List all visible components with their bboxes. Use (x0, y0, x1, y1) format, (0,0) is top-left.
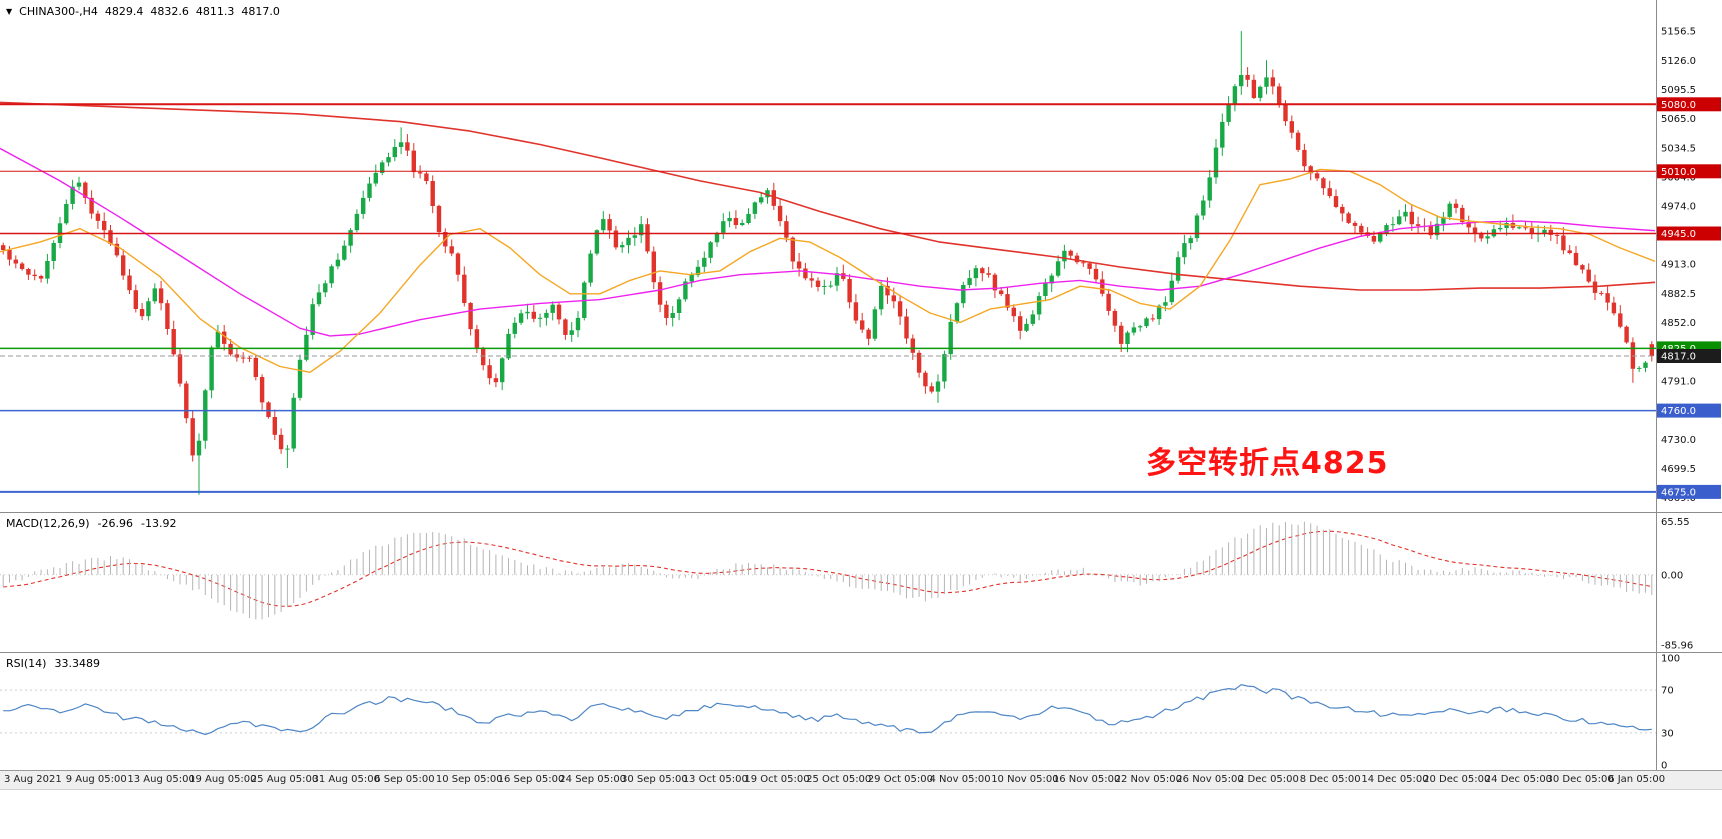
time-axis-label: 13 Oct 05:00 (682, 774, 748, 785)
svg-text:5095.5: 5095.5 (1661, 85, 1696, 96)
ohlc-low: 4811.3 (195, 5, 235, 18)
time-axis-label: 30 Dec 05:00 (1546, 774, 1614, 785)
time-axis[interactable]: 3 Aug 2021 9 Aug 05:00 13 Aug 05:00 19 Aug … (0, 770, 1722, 790)
rsi-indicator-label: RSI(14) 33.3489 (6, 657, 100, 670)
time-axis-label: 22 Nov 05:00 (1114, 774, 1183, 785)
time-axis-label: 10 Sep 05:00 (435, 774, 503, 785)
rsi-value: 33.3489 (54, 657, 100, 670)
time-axis-label: 4 Nov 05:00 (929, 774, 991, 785)
time-axis-label: 10 Nov 05:00 (991, 774, 1059, 785)
svg-text:4730.0: 4730.0 (1661, 435, 1696, 446)
rsi-name: RSI(14) (6, 657, 47, 670)
svg-text:5126.0: 5126.0 (1661, 56, 1696, 67)
ohlc-open: 4829.4 (104, 5, 144, 18)
time-axis-label: 16 Sep 05:00 (497, 774, 565, 785)
time-axis-label: 8 Dec 05:00 (1299, 774, 1361, 785)
svg-text:4913.0: 4913.0 (1661, 260, 1696, 271)
moving-average-fast-orange (0, 168, 1656, 373)
macd-signal-line (3, 530, 1652, 607)
time-axis-label: 9 Aug 05:00 (65, 774, 127, 785)
rsi-panel[interactable]: 100 70 30 0 (0, 654, 1680, 771)
svg-text:30: 30 (1661, 728, 1674, 739)
svg-text:70: 70 (1661, 686, 1674, 697)
time-axis-label: 20 Dec 05:00 (1423, 774, 1491, 785)
svg-text:5156.5: 5156.5 (1661, 27, 1696, 38)
ohlc-close: 4817.0 (241, 5, 280, 18)
moving-average-mid-magenta (0, 147, 1656, 337)
time-axis-label: 19 Aug 05:00 (189, 774, 257, 785)
time-axis-label: 13 Aug 05:00 (127, 774, 195, 785)
time-axis-label: 24 Dec 05:00 (1484, 774, 1553, 785)
price-badge (1657, 226, 1721, 241)
svg-text:5034.5: 5034.5 (1661, 143, 1696, 154)
candlestick-series (1, 31, 1654, 495)
svg-text:0.00: 0.00 (1661, 570, 1683, 581)
time-axis-label: 29 Oct 05:00 (867, 774, 933, 785)
symbol-timeframe: CHINA300-,H4 (19, 5, 98, 18)
price-badge (1657, 164, 1721, 179)
horizontal-levels (0, 103, 1656, 493)
svg-text:4699.5: 4699.5 (1661, 464, 1696, 475)
svg-text:4760.0: 4760.0 (1661, 406, 1696, 417)
time-axis-label: 30 Sep 05:00 (621, 774, 688, 785)
svg-text:-85.96: -85.96 (1661, 641, 1693, 652)
time-axis-label: 25 Oct 05:00 (806, 774, 872, 785)
svg-text:5080.0: 5080.0 (1661, 100, 1696, 111)
price-badge (1657, 403, 1721, 418)
svg-text:65.55: 65.55 (1661, 517, 1690, 528)
price-badge (1657, 97, 1721, 112)
svg-text:4817.0: 4817.0 (1661, 352, 1696, 363)
time-axis-label: 19 Oct 05:00 (744, 774, 810, 785)
chart-canvas[interactable]: 5156.55126.05095.55065.05034.55004.04974… (0, 0, 1722, 770)
price-badge (1657, 349, 1721, 363)
macd-panel[interactable]: 65.55 0.00 -85.96 (0, 517, 1693, 652)
time-axis-label: 14 Dec 05:00 (1361, 774, 1429, 785)
time-axis-label: 26 Nov 05:00 (1176, 774, 1244, 785)
svg-text:4945.0: 4945.0 (1661, 229, 1696, 240)
macd-indicator-label: MACD(12,26,9) -26.96 -13.92 (6, 517, 176, 530)
svg-text:0: 0 (1661, 761, 1667, 771)
svg-text:4791.0: 4791.0 (1661, 376, 1696, 387)
price-badge (1657, 484, 1721, 499)
time-axis-label: 3 Aug 2021 (4, 774, 62, 785)
collapse-arrow-icon[interactable]: ▼ (6, 6, 13, 16)
time-axis-label: 6 Sep 05:00 (374, 774, 435, 785)
time-axis-label: 6 Jan 05:00 (1608, 774, 1666, 785)
time-axis-label: 2 Dec 05:00 (1238, 774, 1299, 785)
svg-text:4852.0: 4852.0 (1661, 318, 1696, 329)
chart-annotation: 多空转折点4825 (1146, 446, 1389, 481)
time-axis-label: 25 Aug 05:00 (250, 774, 319, 785)
svg-text:5010.0: 5010.0 (1661, 167, 1696, 178)
rsi-line (3, 684, 1652, 736)
svg-text:5065.0: 5065.0 (1661, 114, 1696, 125)
svg-text:100: 100 (1661, 654, 1680, 665)
chart-ohlc-readout: ▼ CHINA300-,H4 4829.4 4832.6 4811.3 4817… (6, 5, 280, 18)
macd-main-value: -26.96 (97, 517, 134, 530)
time-axis-label: 16 Nov 05:00 (1052, 774, 1121, 785)
moving-average-slow-red (0, 101, 1656, 291)
macd-signal-value: -13.92 (141, 517, 177, 530)
ohlc-high: 4832.6 (150, 5, 189, 18)
price-axis[interactable]: 5156.55126.05095.55065.05034.55004.04974… (1656, 0, 1722, 770)
svg-text:4974.0: 4974.0 (1661, 201, 1696, 212)
time-axis-label: 24 Sep 05:00 (559, 774, 627, 785)
macd-histogram (2, 521, 1653, 620)
svg-text:4675.0: 4675.0 (1661, 487, 1696, 498)
svg-text:4882.5: 4882.5 (1661, 289, 1696, 300)
macd-name: MACD(12,26,9) (6, 517, 90, 530)
time-axis-label: 31 Aug 05:00 (312, 774, 380, 785)
